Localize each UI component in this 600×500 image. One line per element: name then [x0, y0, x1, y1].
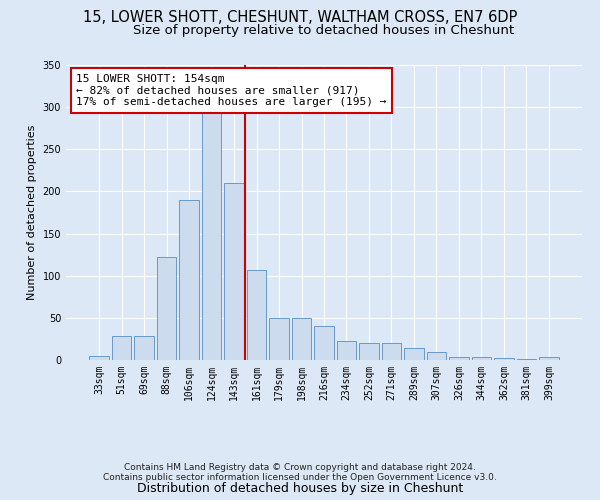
- Bar: [202, 112, 221, 360]
- Bar: [539, 356, 559, 360]
- Bar: [134, 336, 154, 360]
- Bar: [494, 358, 514, 360]
- Bar: [112, 336, 131, 360]
- Bar: [224, 183, 244, 360]
- Bar: [404, 348, 424, 360]
- Bar: [314, 326, 334, 360]
- Bar: [382, 343, 401, 360]
- Bar: [427, 352, 446, 360]
- Title: Size of property relative to detached houses in Cheshunt: Size of property relative to detached ho…: [133, 24, 515, 38]
- Bar: [179, 200, 199, 360]
- Bar: [292, 318, 311, 360]
- Text: Contains public sector information licensed under the Open Government Licence v3: Contains public sector information licen…: [103, 474, 497, 482]
- Text: 15, LOWER SHOTT, CHESHUNT, WALTHAM CROSS, EN7 6DP: 15, LOWER SHOTT, CHESHUNT, WALTHAM CROSS…: [83, 10, 517, 25]
- Bar: [269, 318, 289, 360]
- Bar: [517, 359, 536, 360]
- Bar: [359, 343, 379, 360]
- Bar: [89, 356, 109, 360]
- Y-axis label: Number of detached properties: Number of detached properties: [27, 125, 37, 300]
- Bar: [337, 342, 356, 360]
- Text: 15 LOWER SHOTT: 154sqm
← 82% of detached houses are smaller (917)
17% of semi-de: 15 LOWER SHOTT: 154sqm ← 82% of detached…: [76, 74, 387, 107]
- Text: Distribution of detached houses by size in Cheshunt: Distribution of detached houses by size …: [137, 482, 463, 495]
- Bar: [449, 356, 469, 360]
- Text: Contains HM Land Registry data © Crown copyright and database right 2024.: Contains HM Land Registry data © Crown c…: [124, 464, 476, 472]
- Bar: [247, 270, 266, 360]
- Bar: [472, 356, 491, 360]
- Bar: [157, 257, 176, 360]
